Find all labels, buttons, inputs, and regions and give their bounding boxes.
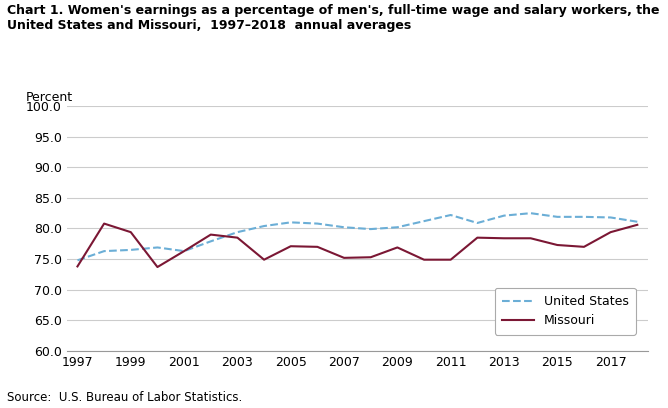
United States [313, 221, 321, 226]
Missouri [633, 222, 641, 227]
United States [340, 225, 348, 230]
Missouri [73, 264, 81, 269]
Missouri [500, 236, 508, 241]
United States [100, 248, 108, 253]
Missouri [474, 235, 482, 240]
Missouri [553, 242, 561, 247]
United States [127, 247, 135, 252]
Missouri [526, 236, 534, 241]
Missouri [233, 235, 241, 240]
United States [607, 215, 615, 220]
United States [393, 225, 401, 230]
Missouri [607, 230, 615, 235]
Line: United States: United States [77, 213, 637, 260]
United States [180, 248, 188, 253]
Missouri [207, 232, 215, 237]
United States [154, 245, 162, 250]
Missouri [393, 245, 401, 250]
Missouri [260, 257, 268, 262]
United States [367, 226, 375, 231]
Missouri [313, 244, 321, 249]
Missouri [367, 255, 375, 259]
Missouri [154, 264, 162, 269]
United States [260, 224, 268, 228]
Missouri [100, 221, 108, 226]
Missouri [420, 257, 428, 262]
United States [207, 239, 215, 244]
Text: Chart 1. Women's earnings as a percentage of men's, full-time wage and salary wo: Chart 1. Women's earnings as a percentag… [7, 4, 659, 32]
Missouri [340, 255, 348, 260]
Missouri [580, 244, 588, 249]
Legend: United States, Missouri: United States, Missouri [495, 288, 636, 335]
United States [633, 220, 641, 224]
Text: Percent: Percent [26, 91, 73, 104]
United States [526, 211, 534, 215]
Missouri [127, 230, 135, 235]
United States [474, 220, 482, 225]
United States [73, 258, 81, 263]
Missouri [447, 257, 455, 262]
United States [580, 214, 588, 219]
United States [553, 214, 561, 219]
Line: Missouri: Missouri [77, 224, 637, 267]
United States [233, 230, 241, 235]
United States [287, 220, 295, 225]
United States [500, 213, 508, 218]
Missouri [287, 244, 295, 249]
Text: Source:  U.S. Bureau of Labor Statistics.: Source: U.S. Bureau of Labor Statistics. [7, 391, 242, 404]
Missouri [180, 248, 188, 253]
United States [447, 213, 455, 217]
United States [420, 219, 428, 224]
